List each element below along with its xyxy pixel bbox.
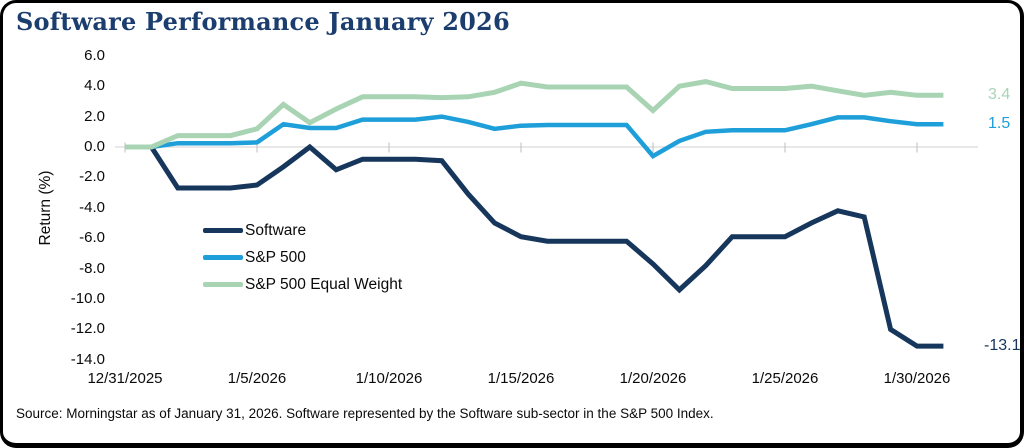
y-tick-label: -4.0: [79, 198, 105, 216]
legend-label-sp500-equal-weight: S&P 500 Equal Weight: [245, 275, 403, 293]
series-end-label-software: -13.1: [984, 337, 1021, 354]
y-tick-label: -8.0: [79, 259, 105, 277]
legend-label-software: Software: [245, 221, 307, 239]
x-tick-label: 12/31/2025: [87, 370, 163, 387]
y-tick-label: 4.0: [84, 77, 105, 95]
sp500-equal-weight-line-swatch: [203, 282, 243, 287]
x-tick-label: 1/25/2026: [751, 370, 819, 387]
x-tick-label: 1/5/2026: [227, 370, 287, 387]
legend-item-sp500: S&P 500: [203, 244, 402, 271]
x-tick-label: 1/10/2026: [355, 370, 423, 387]
x-tick-label: 1/15/2026: [487, 370, 555, 387]
x-tick-label: 1/20/2026: [619, 370, 687, 387]
series-line-software: [125, 143, 944, 349]
series-line-s-p-500: [125, 114, 944, 159]
x-tick-label: 1/30/2026: [883, 370, 951, 387]
legend-label-sp500: S&P 500: [245, 248, 306, 266]
y-tick-label: -10.0: [70, 290, 105, 307]
y-tick-label: -12.0: [70, 320, 105, 338]
software-line-swatch: [203, 228, 243, 233]
legend-item-software: Software: [203, 217, 402, 244]
legend: Software S&P 500 S&P 500 Equal Weight: [203, 217, 402, 298]
y-tick-label: -2.0: [79, 168, 105, 186]
series-line-s-p-500-equal-weight: [125, 79, 944, 150]
legend-item-sp500-equal-weight: S&P 500 Equal Weight: [203, 271, 402, 298]
series-end-label-sp500: 1.5: [988, 115, 1011, 132]
y-tick-label: 2.0: [84, 107, 105, 125]
y-tick-label: -14.0: [70, 350, 105, 368]
y-tick-label: -6.0: [79, 229, 105, 247]
sp500-line-swatch: [203, 255, 243, 260]
plot-area: [115, 79, 978, 349]
source-note: Source: Morningstar as of January 31, 20…: [16, 406, 714, 421]
y-tick-label: 0.0: [84, 138, 105, 155]
y-tick-label: 6.0: [84, 46, 105, 64]
series-end-label-sp500-equal-weight: 3.4: [988, 86, 1011, 103]
line-chart: 6.0 4.0 2.0 0.0 -2.0 -4.0 -6.0 -8.0 -10.0 -12.0 -1…: [3, 3, 1020, 443]
y-axis-title: Return (%): [37, 170, 54, 246]
page-title: Software Performance January 2026: [16, 7, 510, 36]
